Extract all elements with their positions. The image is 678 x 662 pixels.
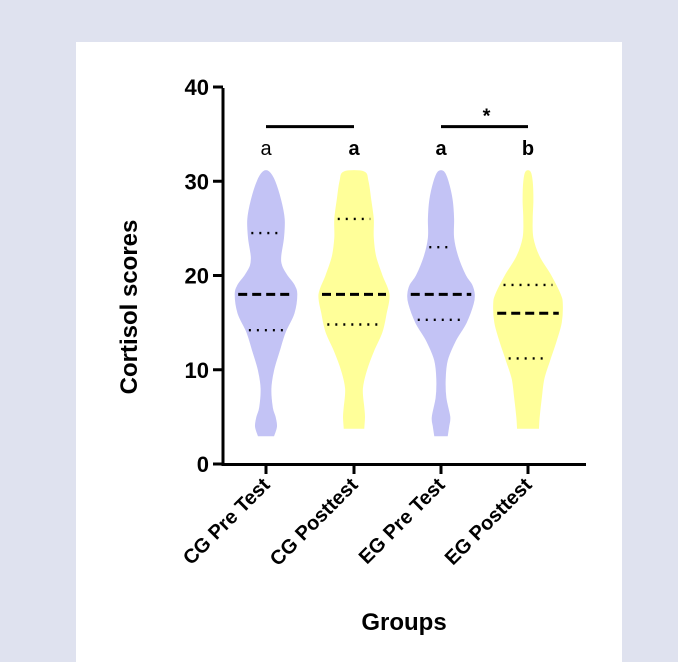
y-axis-title: Cortisol scores — [116, 220, 143, 395]
quartile-lines-layer — [238, 217, 559, 360]
y-tick-label-30: 30 — [185, 169, 209, 194]
violin-cg-posttest — [318, 170, 390, 429]
violins-layer — [234, 170, 563, 437]
y-tick-label-40: 40 — [185, 75, 209, 100]
violin-cg-pre-test — [234, 170, 298, 437]
group-label-eg-posttest: b — [522, 138, 534, 160]
x-tick-label-eg-pre-test: EG Pre Test — [355, 474, 450, 569]
group-label-eg-pre-test: a — [435, 138, 447, 160]
violin-eg-posttest — [493, 170, 563, 429]
significance-label-2: * — [483, 106, 491, 128]
y-tick-label-0: 0 — [197, 452, 209, 477]
x-tick-label-eg-posttest: EG Posttest — [441, 474, 537, 570]
y-tick-label-10: 10 — [185, 358, 209, 383]
y-ticks-layer: 0 10 20 30 40 — [185, 75, 223, 477]
violin-eg-pre-test — [407, 170, 475, 437]
chart-panel: 0 10 20 30 40 CG Pre Test CG Posttest EG Pre T… — [76, 42, 622, 662]
annotations-layer: a a a b * — [260, 106, 534, 160]
x-tick-label-cg-posttest: CG Posttest — [266, 474, 363, 571]
group-label-cg-pre-test: a — [260, 138, 272, 160]
group-label-cg-posttest: a — [348, 138, 360, 160]
y-tick-label-20: 20 — [185, 264, 209, 289]
x-tick-label-cg-pre-test: CG Pre Test — [179, 474, 275, 570]
x-axis-title: Groups — [361, 609, 446, 636]
